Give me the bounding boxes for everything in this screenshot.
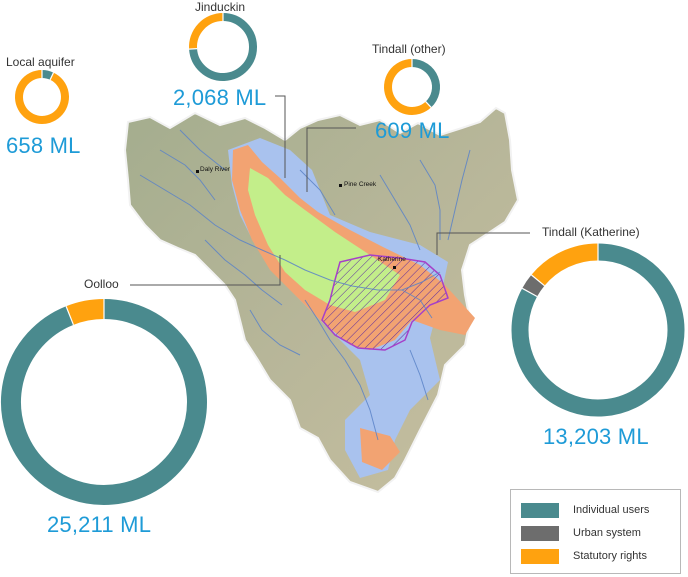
legend-swatch-individual-users <box>521 503 559 518</box>
label-tindall-other: Tindall (other) <box>372 42 446 56</box>
katherine-marker <box>393 266 396 269</box>
label-tindall-katherine: Tindall (Katherine) <box>542 225 640 239</box>
pine-creek-marker <box>339 184 342 187</box>
volume-jinduckin: 2,068 ML <box>173 85 267 110</box>
legend-label-statutory-rights: Statutory rights <box>573 550 647 562</box>
legend-label-individual-users: Individual users <box>573 504 650 516</box>
legend-label-urban-system: Urban system <box>573 527 641 539</box>
town-katherine: Katherine <box>378 256 406 263</box>
legend-item-individual-users: Individual users <box>521 503 681 519</box>
leader-lines <box>130 95 530 286</box>
legend-swatch-urban-system <box>521 526 559 541</box>
legend-item-urban-system: Urban system <box>521 526 681 542</box>
volume-tindall-katherine: 13,203 ML <box>543 424 649 449</box>
tindall-katherine-zone <box>321 254 449 351</box>
label-oolloo: Oolloo <box>84 277 119 291</box>
legend-item-statutory-rights: Statutory rights <box>521 549 681 565</box>
volume-local-aquifer: 658 ML <box>6 133 81 158</box>
orange-south <box>360 428 400 470</box>
daly-river-marker <box>196 170 199 173</box>
rivers <box>139 129 471 441</box>
legend: Individual users Urban system Statutory … <box>510 489 681 574</box>
label-jinduckin: Jinduckin <box>195 0 246 14</box>
legend-swatch-statutory-rights <box>521 549 559 564</box>
town-daly-river: Daly River <box>200 166 230 173</box>
volume-tindall-other: 609 ML <box>375 118 450 143</box>
volume-oolloo: 25,211 ML <box>47 512 152 537</box>
town-pine-creek: Pine Creek <box>344 181 377 188</box>
label-local-aquifer: Local aquifer <box>6 55 75 69</box>
